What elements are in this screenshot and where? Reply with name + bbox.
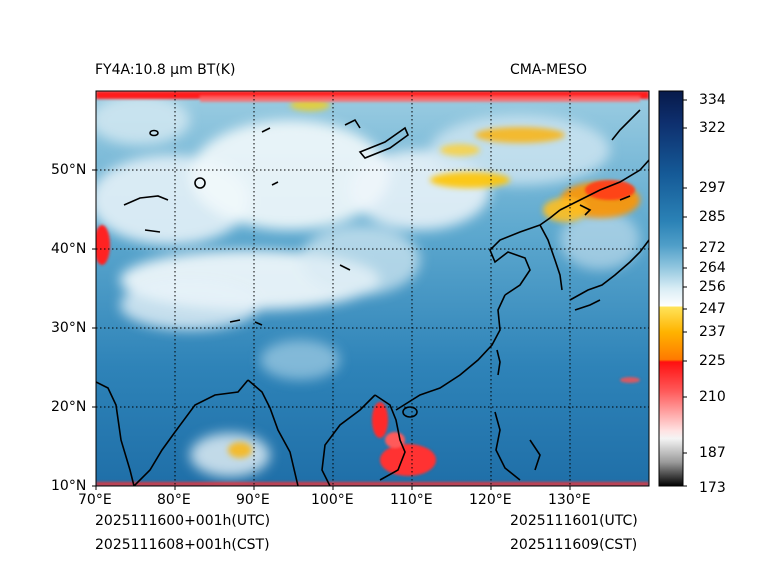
lon-tick-label: 100°E	[311, 492, 354, 508]
colorbar-label: 285	[699, 209, 726, 225]
colorbar-label: 264	[699, 260, 726, 276]
colorbar-label: 256	[699, 279, 726, 295]
graticule	[96, 91, 649, 486]
lat-tick-label: 10°N	[51, 478, 87, 494]
colorbar-label: 297	[699, 180, 726, 196]
satellite-image	[96, 91, 649, 486]
colorbar-label: 187	[699, 445, 726, 461]
valid-time-cst: 2025111609(CST)	[510, 537, 638, 553]
lon-tick-label: 90°E	[236, 492, 270, 508]
map-frame	[95, 90, 650, 487]
lon-tick-label: 70°E	[78, 492, 112, 508]
lat-tick-label: 20°N	[51, 399, 87, 415]
axis-ticks	[92, 169, 571, 490]
lat-tick-label: 50°N	[51, 162, 87, 178]
coastlines	[96, 109, 649, 486]
lat-tick-label: 40°N	[51, 241, 87, 257]
init-time-cst: 2025111608+001h(CST)	[95, 537, 270, 553]
lat-tick-label: 30°N	[51, 320, 87, 336]
colorbar-label: 247	[699, 301, 726, 317]
colorbar-ticks	[683, 99, 687, 487]
colorbar-label: 225	[699, 353, 726, 369]
init-time-utc: 2025111600+001h(UTC)	[95, 513, 271, 529]
colorbar	[658, 90, 684, 487]
colorbar-label: 334	[699, 92, 726, 108]
convective-cores	[96, 91, 649, 486]
colorbar-label: 272	[699, 240, 726, 256]
colorbar-label: 210	[699, 389, 726, 405]
map-title: FY4A:10.8 μm BT(K)	[95, 62, 236, 78]
colorbar-label: 322	[699, 120, 726, 136]
lon-tick-label: 120°E	[469, 492, 512, 508]
valid-time-utc: 2025111601(UTC)	[510, 513, 638, 529]
lon-tick-label: 80°E	[157, 492, 191, 508]
lon-tick-label: 130°E	[548, 492, 591, 508]
colorbar-label: 237	[699, 324, 726, 340]
lon-tick-label: 110°E	[390, 492, 433, 508]
model-name: CMA-MESO	[510, 62, 588, 78]
colorbar-label: 173	[699, 480, 726, 496]
